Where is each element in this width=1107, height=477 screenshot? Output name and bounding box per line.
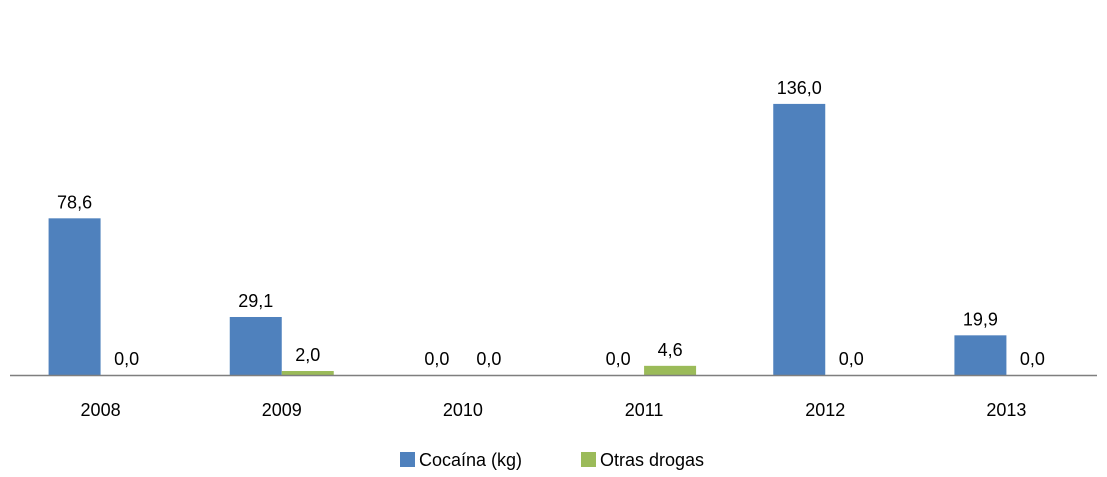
- x-tick-label-2008: 2008: [81, 400, 121, 420]
- data-label-otras-drogas-2009: 2,0: [295, 345, 320, 365]
- bar-cocaina-2013: [954, 335, 1007, 375]
- x-tick-label-2010: 2010: [443, 400, 483, 420]
- data-label-cocaina-2012: 136,0: [777, 78, 822, 98]
- legend-label-cocaina: Cocaína (kg): [419, 450, 522, 470]
- data-label-cocaina-2011: 0,0: [606, 349, 631, 369]
- data-label-otras-drogas-2011: 4,6: [658, 340, 683, 360]
- data-label-cocaina-2008: 78,6: [57, 192, 92, 212]
- legend-label-otras-drogas: Otras drogas: [600, 450, 704, 470]
- x-tick-label-2013: 2013: [986, 400, 1026, 420]
- data-labels-layer: 78,6 0,0 29,1 2,0 0,0 0,0 0,0 4,6 136,0 0,0 19,9 0,…: [57, 78, 1045, 369]
- data-label-cocaina-2009: 29,1: [238, 291, 273, 311]
- data-label-otras-drogas-2008: 0,0: [114, 349, 139, 369]
- data-label-otras-drogas-2012: 0,0: [839, 349, 864, 369]
- bar-cocaina-2012: [773, 103, 826, 375]
- bars-layer: [48, 103, 1007, 375]
- x-tick-labels: 2008 2009 2010 2011 2012 2013: [81, 400, 1027, 420]
- x-tick-label-2012: 2012: [805, 400, 845, 420]
- legend: Cocaína (kg) Otras drogas: [400, 450, 704, 470]
- bar-otras-drogas-2011: [644, 365, 697, 375]
- data-label-cocaina-2010: 0,0: [424, 349, 449, 369]
- data-label-otras-drogas-2010: 0,0: [476, 349, 501, 369]
- bar-otras-drogas-2009: [281, 371, 334, 375]
- data-label-cocaina-2013: 19,9: [963, 309, 998, 329]
- legend-swatch-otras-drogas: [581, 452, 596, 467]
- bar-cocaina-2009: [229, 316, 282, 375]
- data-label-otras-drogas-2013: 0,0: [1020, 349, 1045, 369]
- x-tick-label-2011: 2011: [625, 400, 664, 420]
- legend-swatch-cocaina: [400, 452, 415, 467]
- x-tick-label-2009: 2009: [262, 400, 302, 420]
- bar-cocaina-2008: [48, 218, 101, 375]
